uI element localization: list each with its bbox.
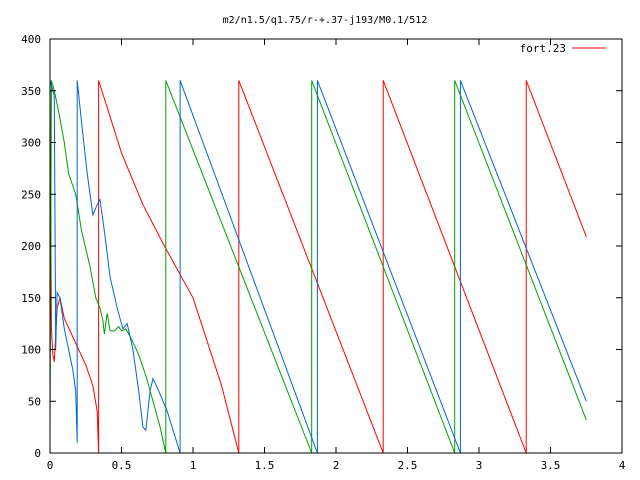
- x-tick-label: 0: [47, 459, 54, 472]
- chart-title: m2/n1.5/q1.75/r-+.37-j193/M0.1/512: [223, 15, 428, 26]
- x-tick-label: 4: [619, 459, 626, 472]
- x-tick-label: 2: [333, 459, 340, 472]
- y-tick-label: 300: [21, 137, 41, 150]
- y-tick-label: 0: [34, 447, 41, 460]
- axis-layer: 0 50 100 150 200 250 300 350 400 0 0.5 1 1.5 2 2.5 3 3.5…: [21, 33, 626, 472]
- y-tick-label: 350: [21, 85, 41, 98]
- x-tick-label: 1: [190, 459, 197, 472]
- y-tick-label: 400: [21, 33, 41, 46]
- x-tick-label: 0.5: [112, 459, 132, 472]
- x-tick-label: 2.5: [398, 459, 418, 472]
- series-layer: [49, 80, 587, 454]
- y-tick-label: 250: [21, 188, 41, 201]
- x-tick-label: 1.5: [255, 459, 275, 472]
- y-tick-label: 200: [21, 240, 41, 253]
- y-tick-label: 50: [28, 395, 41, 408]
- plot-frame: [49, 38, 623, 454]
- x-tick-label: 3: [476, 459, 483, 472]
- legend-label: fort.23: [520, 42, 566, 55]
- legend: fort.23: [520, 42, 606, 55]
- series-line-2: [49, 80, 587, 454]
- x-tick-label: 3.5: [541, 459, 561, 472]
- y-tick-label: 100: [21, 344, 41, 357]
- y-tick-label: 150: [21, 292, 41, 305]
- series-line-3: [49, 80, 587, 454]
- series-line-1: [49, 80, 587, 454]
